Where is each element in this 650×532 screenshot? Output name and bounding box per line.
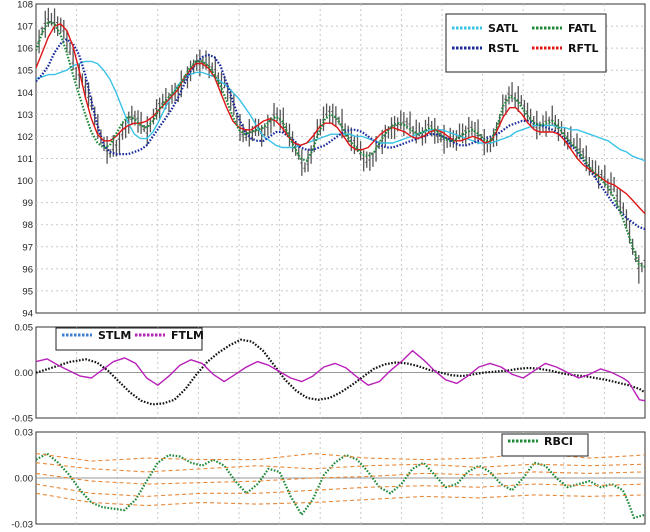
y-tick-label: 98 [22,220,33,231]
legend-box [445,13,607,73]
plot-area [36,7,645,284]
band-line [36,462,645,473]
rbci-line [36,452,645,519]
legend-label-rstl: RSTL [488,42,519,55]
legend-label-stlm: STLM [98,329,131,342]
plot-area [36,338,645,406]
legend-label-rbci: RBCI [544,435,573,448]
y-tick-label: 103 [17,110,33,121]
y-tick-label: 105 [17,66,33,77]
y-tick-label: 108 [17,0,33,11]
y-tick-label: 106 [17,44,33,55]
y-tick-label: 107 [17,22,33,33]
y-tick-label: 94 [22,309,33,320]
y-tick-label: 0.05 [15,323,34,334]
y-tick-label: 96 [22,264,33,275]
legend-box [501,433,589,457]
rstl-line [36,38,645,231]
y-tick-label: 102 [17,132,33,143]
y-tick-label: -0.03 [11,520,33,531]
ftlm-line [36,350,645,402]
stlm-ftlm-panel: 0.05 0.00 -0.05 STLM FTLM [11,323,646,425]
y-tick-label: 95 [22,286,33,297]
y-tick-label: 100 [17,176,33,187]
y-tick-label: 0.00 [15,474,34,485]
price-panel: 108 107 106 105 104 103 102 101 100 99 98 97 96 95 94 S… [17,0,646,320]
legend-label-fatl: FATL [568,22,596,35]
legend-label-satl: SATL [488,22,518,35]
fatl-line [36,20,645,268]
y-tick-label: -0.05 [11,414,33,425]
legend-label-ftlm: FTLM [171,329,204,342]
legend-box [55,327,203,351]
y-tick-label: 101 [17,154,33,165]
y-tick-label: 97 [22,242,33,253]
y-tick-label: 99 [22,198,33,209]
y-tick-label: 104 [17,88,33,99]
legend-label-rftl: RFTL [568,42,599,55]
rbci-panel: 0.03 0.00 -0.03 RBCI [11,428,646,531]
y-tick-label: 0.00 [15,368,34,379]
plot-area [36,452,645,519]
y-tick-label: 0.03 [15,428,34,439]
